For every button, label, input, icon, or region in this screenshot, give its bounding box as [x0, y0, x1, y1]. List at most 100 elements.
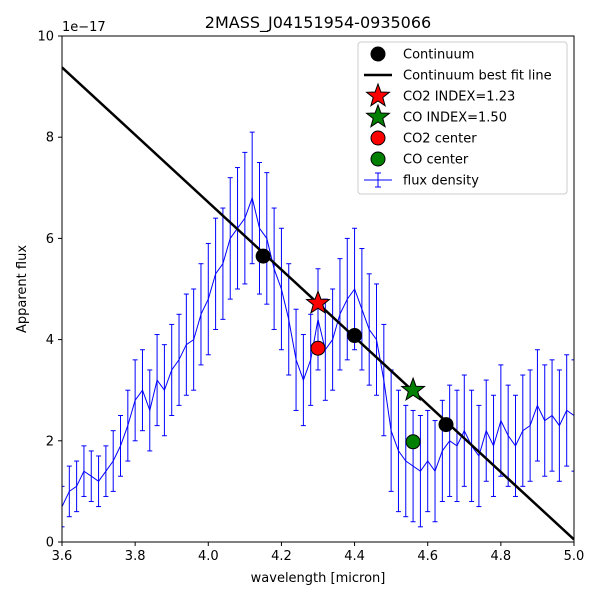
flux-errorbar	[461, 374, 467, 487]
flux-errorbar	[271, 207, 277, 330]
flux-errorbar	[169, 323, 175, 416]
legend-circle-marker	[370, 151, 386, 167]
x-tick-label: 3.6	[52, 549, 73, 564]
flux-errorbar	[344, 237, 350, 361]
flux-errorbar	[161, 344, 167, 437]
legend-star-marker	[365, 82, 391, 107]
flux-errorbar	[154, 334, 160, 427]
y-tick-label: 4	[46, 333, 54, 348]
flux-errorbar	[103, 445, 109, 497]
flux-errorbar	[359, 248, 365, 371]
flux-errorbar	[527, 369, 533, 482]
legend-circle-marker	[370, 130, 386, 146]
continuum-point	[255, 248, 271, 264]
legend-label: CO2 INDEX=1.23	[403, 90, 515, 105]
flux-errorbar	[308, 313, 314, 406]
flux-errorbar	[454, 389, 460, 503]
flux-errorbar	[205, 242, 211, 356]
x-tick-label: 4.0	[198, 549, 219, 564]
flux-errorbar	[447, 384, 453, 497]
y-axis-ticks: 0 2 4 6 8 10	[37, 30, 62, 551]
y-tick-label: 10	[37, 30, 54, 45]
flux-errorbar	[330, 288, 336, 391]
co2-index-star	[305, 289, 331, 315]
y-tick-label: 0	[46, 536, 54, 551]
legend-item: CO INDEX=1.50	[365, 103, 507, 128]
flux-errorbar	[66, 465, 72, 518]
co-center-point	[405, 434, 421, 450]
flux-errorbar	[191, 288, 197, 391]
flux-errorbar	[491, 394, 497, 497]
legend-item: Continuum	[370, 46, 474, 63]
flux-errorbar	[220, 207, 226, 320]
legend-item: CO center	[370, 151, 469, 168]
y-tick-label: 8	[46, 131, 54, 146]
flux-errorbar	[300, 334, 306, 427]
legend-star-marker	[365, 103, 391, 128]
flux-errorbar	[498, 364, 504, 477]
chart-title: 2MASS_J04151954-0935066	[205, 13, 431, 33]
flux-errorbar	[556, 369, 562, 482]
y-tick-label: 6	[46, 232, 54, 247]
legend-label: CO2 center	[403, 132, 477, 147]
flux-errorbar	[483, 379, 489, 482]
legend-label: CO center	[403, 153, 469, 168]
flux-errorbar	[125, 389, 131, 462]
x-tick-label: 3.8	[125, 549, 146, 564]
x-tick-label: 4.8	[491, 549, 512, 564]
flux-errorbar	[417, 415, 423, 528]
legend: Continuum Continuum best fit line CO2 INDE…	[357, 41, 568, 195]
flux-errorbar	[227, 177, 233, 300]
legend-item: Continuum best fit line	[364, 69, 552, 84]
legend-circle-marker	[370, 46, 386, 62]
flux-errorbar	[278, 227, 284, 351]
flux-errorbar	[549, 359, 555, 472]
flux-density-series	[62, 131, 574, 528]
flux-errorbar	[432, 420, 438, 523]
flux-errorbar	[74, 460, 80, 513]
legend-label: CO INDEX=1.50	[403, 111, 507, 126]
flux-errorbar	[62, 485, 65, 528]
flux-errorbar	[337, 258, 343, 371]
x-tick-label: 4.4	[344, 549, 365, 564]
flux-errorbar	[571, 359, 574, 472]
co-index-star	[400, 376, 426, 402]
y-tick-label: 2	[46, 434, 54, 449]
flux-errorbar	[410, 409, 416, 523]
y-axis-offset-label: 1e−17	[62, 20, 106, 35]
legend-item: CO2 center	[370, 130, 477, 147]
flux-errorbar	[293, 308, 299, 411]
flux-errorbar	[139, 349, 145, 432]
flux-errorbar	[147, 369, 153, 452]
flux-errorbar	[564, 354, 570, 467]
flux-errorbar	[81, 445, 87, 497]
plot-area	[62, 66, 574, 541]
flux-errorbar	[403, 404, 409, 518]
flux-errorbar	[118, 415, 124, 477]
flux-errorbar	[425, 409, 431, 513]
flux-errorbar	[242, 151, 248, 285]
legend-label: flux density	[403, 174, 479, 189]
flux-errorbar	[505, 384, 511, 487]
flux-errorbar	[132, 359, 138, 442]
flux-errorbar	[286, 263, 292, 376]
flux-errorbar	[213, 217, 219, 330]
legend-item: CO2 INDEX=1.23	[365, 82, 515, 107]
flux-errorbar	[534, 349, 540, 462]
flux-errorbar	[381, 323, 387, 437]
x-axis-label: wavelength [micron]	[251, 571, 386, 586]
flux-errorbar	[88, 450, 94, 503]
continuum-point	[347, 328, 363, 344]
flux-errorbar	[374, 283, 380, 396]
continuum-point	[438, 417, 454, 433]
flux-errorbar	[520, 374, 526, 487]
flux-errorbar	[395, 389, 401, 513]
legend-label: Continuum best fit line	[403, 69, 552, 84]
y-axis-label: Apparent flux	[15, 245, 30, 333]
legend-item: flux density	[364, 172, 479, 189]
flux-errorbar	[96, 455, 102, 508]
flux-errorbar	[542, 364, 548, 477]
legend-box	[357, 41, 568, 195]
flux-errorbar	[264, 172, 270, 305]
flux-errorbar	[176, 313, 182, 406]
